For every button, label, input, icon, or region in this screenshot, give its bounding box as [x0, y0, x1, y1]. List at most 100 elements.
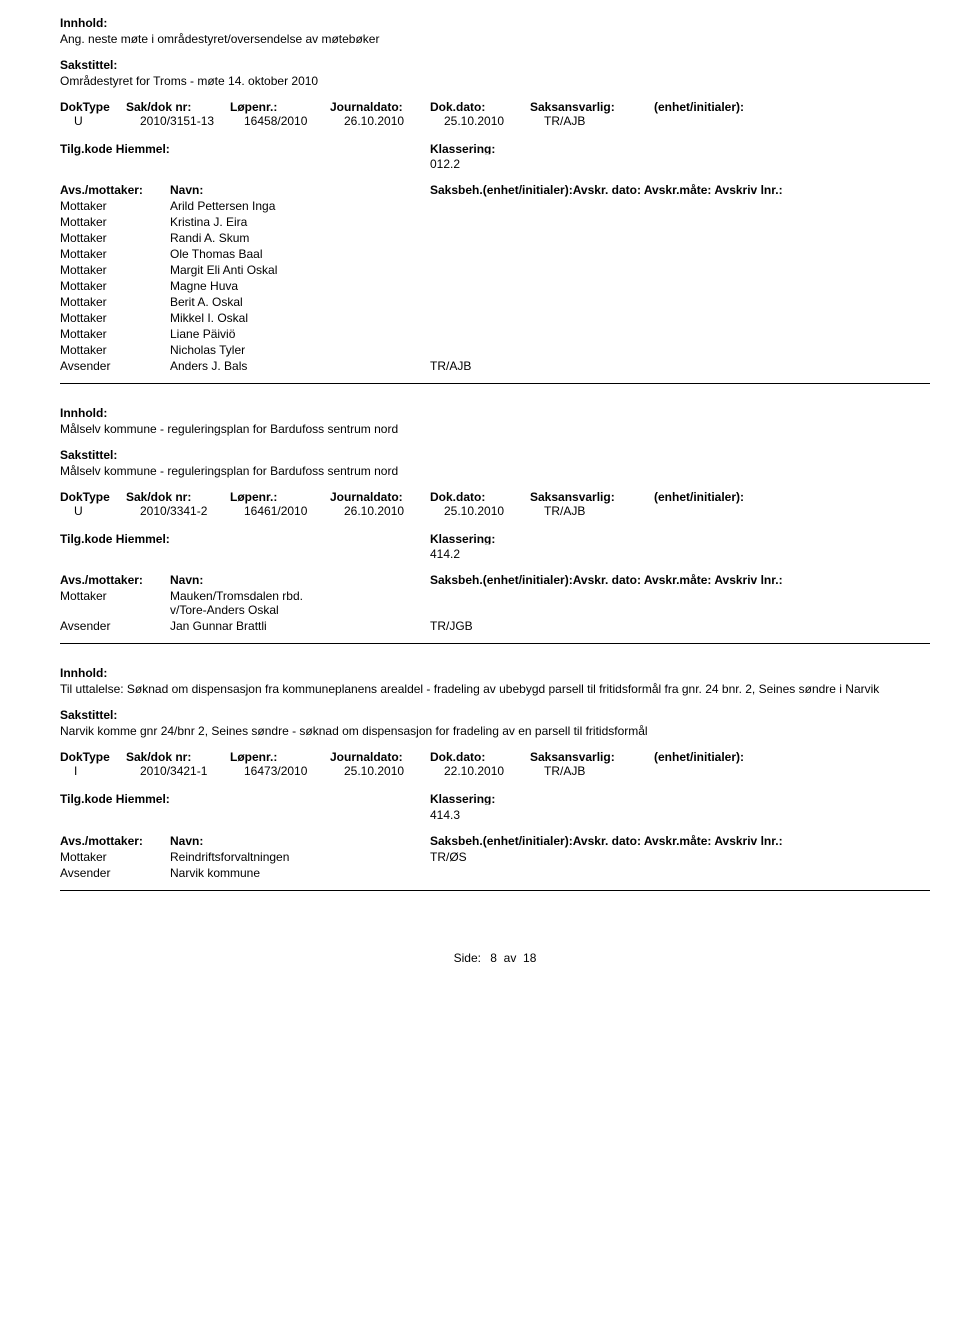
footer-separator: av [500, 951, 519, 965]
party-row: Mottaker Margit Eli Anti Oskal [60, 263, 930, 277]
party-name: Mikkel I. Oskal [170, 311, 430, 325]
tilg-row: Tilg.kode Hiemmel: Klassering: 414.3 [60, 792, 930, 821]
party-row: Mottaker Kristina J. Eira [60, 215, 930, 229]
klassering-label: Klassering: [430, 793, 495, 806]
klassering-block: Klassering: 012.2 [430, 143, 495, 171]
party-row: Avsender Narvik kommune [60, 866, 930, 880]
hdr-sakdok: Sak/dok nr: [126, 100, 230, 114]
val-journaldato: 26.10.2010 [344, 504, 444, 518]
meta-value-row: U 2010/3341-2 16461/2010 26.10.2010 25.1… [60, 504, 930, 518]
party-name: Ole Thomas Baal [170, 247, 430, 261]
hdr-navn: Navn: [170, 183, 430, 197]
hdr-enhet: (enhet/initialer): [654, 490, 794, 504]
hdr-doktype: DokType [60, 750, 126, 764]
klassering-label: Klassering: [430, 143, 495, 156]
party-name: Randi A. Skum [170, 231, 430, 245]
klassering-block: Klassering: 414.2 [430, 533, 495, 561]
sakstittel-text: Målselv kommune - reguleringsplan for Ba… [60, 464, 930, 478]
hdr-saksansvarlig: Saksansvarlig: [530, 100, 654, 114]
hdr-sakdok: Sak/dok nr: [126, 490, 230, 504]
hdr-doktype: DokType [60, 490, 126, 504]
innhold-label: Innhold: [60, 16, 930, 30]
party-row: Mottaker Magne Huva [60, 279, 930, 293]
val-enhet [668, 504, 808, 518]
tilg-row: Tilg.kode Hiemmel: Klassering: 414.2 [60, 532, 930, 561]
party-role: Mottaker [60, 311, 170, 325]
klassering-value: 414.2 [430, 547, 495, 561]
record-divider [60, 890, 930, 891]
party-role: Mottaker [60, 279, 170, 293]
val-saksansvarlig: TR/AJB [544, 504, 668, 518]
party-name: Nicholas Tyler [170, 343, 430, 357]
hdr-journaldato: Journaldato: [330, 490, 430, 504]
meta-header-row: DokType Sak/dok nr: Løpenr.: Journaldato… [60, 100, 930, 114]
party-role: Mottaker [60, 247, 170, 261]
parties-header: Avs./mottaker: Navn: Saksbeh.(enhet/init… [60, 183, 930, 197]
party-row: Mottaker Nicholas Tyler [60, 343, 930, 357]
party-role: Mottaker [60, 343, 170, 357]
sakstittel-text: Narvik komme gnr 24/bnr 2, Seines søndre… [60, 724, 930, 738]
party-name: Kristina J. Eira [170, 215, 430, 229]
klassering-block: Klassering: 414.3 [430, 793, 495, 821]
hdr-enhet: (enhet/initialer): [654, 750, 794, 764]
meta-value-row: I 2010/3421-1 16473/2010 25.10.2010 22.1… [60, 764, 930, 778]
innhold-text: Målselv kommune - reguleringsplan for Ba… [60, 422, 930, 436]
party-role: Mottaker [60, 215, 170, 229]
party-role: Mottaker [60, 589, 170, 603]
party-row: Avsender Jan Gunnar Brattli TR/JGB [60, 619, 930, 633]
party-row: Mottaker Liane Päiviö [60, 327, 930, 341]
hdr-saksbeh: Saksbeh.(enhet/initialer):Avskr. dato: A… [430, 834, 930, 848]
hdr-saksbeh: Saksbeh.(enhet/initialer):Avskr. dato: A… [430, 183, 930, 197]
party-role: Avsender [60, 359, 170, 373]
val-doktype: U [60, 114, 140, 128]
party-name: Mauken/Tromsdalen rbd. v/Tore-Anders Osk… [170, 589, 430, 617]
party-role: Mottaker [60, 199, 170, 213]
parties-header: Avs./mottaker: Navn: Saksbeh.(enhet/init… [60, 573, 930, 587]
val-saksansvarlig: TR/AJB [544, 114, 668, 128]
hdr-avsmottaker: Avs./mottaker: [60, 573, 170, 587]
hdr-avsmottaker: Avs./mottaker: [60, 183, 170, 197]
klassering-label: Klassering: [430, 533, 495, 546]
val-dokdato: 25.10.2010 [444, 504, 544, 518]
party-role: Avsender [60, 866, 170, 880]
hdr-saksansvarlig: Saksansvarlig: [530, 490, 654, 504]
hdr-dokdato: Dok.dato: [430, 100, 530, 114]
party-name: Magne Huva [170, 279, 430, 293]
val-lopenr: 16473/2010 [244, 764, 344, 778]
val-dokdato: 25.10.2010 [444, 114, 544, 128]
hdr-lopenr: Løpenr.: [230, 100, 330, 114]
val-enhet [668, 764, 808, 778]
innhold-label: Innhold: [60, 406, 930, 420]
parties-list: Mottaker Arild Pettersen Inga Mottaker K… [60, 199, 930, 373]
party-name: Jan Gunnar Brattli [170, 619, 430, 633]
party-row: Mottaker Randi A. Skum [60, 231, 930, 245]
hdr-saksansvarlig: Saksansvarlig: [530, 750, 654, 764]
footer-page-total: 18 [523, 951, 536, 965]
hdr-saksbeh: Saksbeh.(enhet/initialer):Avskr. dato: A… [430, 573, 930, 587]
tilgkode-label: Tilg.kode Hiemmel: [60, 142, 430, 156]
record-divider [60, 383, 930, 384]
hdr-lopenr: Løpenr.: [230, 750, 330, 764]
party-role: Mottaker [60, 263, 170, 277]
val-doktype: U [60, 504, 140, 518]
val-sakdok: 2010/3341-2 [140, 504, 244, 518]
val-lopenr: 16458/2010 [244, 114, 344, 128]
party-row: Mottaker Reindriftsforvaltningen TR/ØS [60, 850, 930, 864]
hdr-lopenr: Løpenr.: [230, 490, 330, 504]
hdr-journaldato: Journaldato: [330, 100, 430, 114]
tilgkode-label: Tilg.kode Hiemmel: [60, 792, 430, 806]
footer-page-number: 8 [490, 951, 497, 965]
party-unit: TR/ØS [430, 850, 550, 864]
journal-record: Innhold: Ang. neste møte i områdestyret/… [60, 16, 930, 384]
klassering-value: 414.3 [430, 808, 495, 822]
hdr-navn: Navn: [170, 834, 430, 848]
sakstittel-label: Sakstittel: [60, 448, 930, 462]
parties-header: Avs./mottaker: Navn: Saksbeh.(enhet/init… [60, 834, 930, 848]
party-unit: TR/JGB [430, 619, 550, 633]
journal-record: Innhold: Til uttalelse: Søknad om dispen… [60, 666, 930, 890]
hdr-navn: Navn: [170, 573, 430, 587]
val-saksansvarlig: TR/AJB [544, 764, 668, 778]
innhold-label: Innhold: [60, 666, 930, 680]
val-doktype: I [60, 764, 140, 778]
sakstittel-label: Sakstittel: [60, 708, 930, 722]
